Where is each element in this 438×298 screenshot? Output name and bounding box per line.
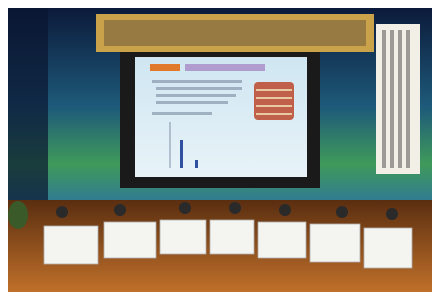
- slide-bar: [195, 160, 198, 168]
- photo: [0, 0, 438, 298]
- slide-heading: [185, 64, 265, 71]
- left-shadow: [8, 8, 48, 208]
- plant: [8, 201, 28, 229]
- banner-lettering: [104, 20, 366, 46]
- slide-tag: [150, 64, 180, 71]
- slide-bar: [180, 140, 183, 168]
